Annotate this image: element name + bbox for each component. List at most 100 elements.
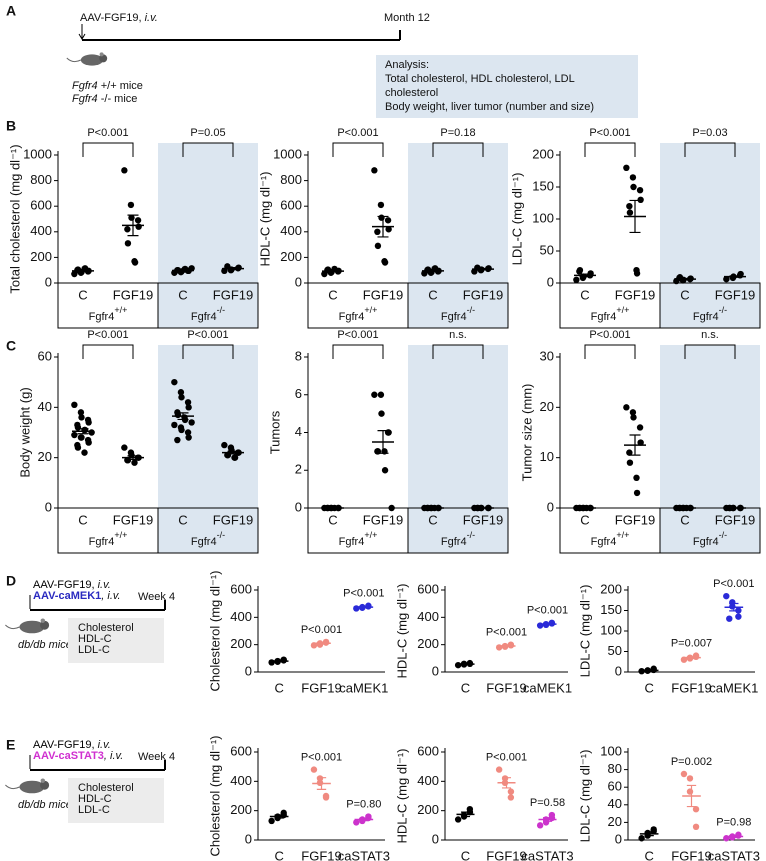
data-point — [630, 414, 637, 421]
genotype-label: Fgfr4-/- — [693, 305, 727, 323]
data-point — [723, 275, 730, 283]
y-tick-label: 20 — [38, 449, 52, 464]
mouse-tail — [5, 624, 20, 630]
bracket — [182, 142, 234, 157]
x-tick-label: C — [680, 287, 689, 302]
y-tick-label: 600 — [417, 581, 439, 596]
analysis-line: HDL-C — [78, 633, 112, 645]
data-point — [124, 456, 132, 464]
y-label: HDL-C (mg dl⁻¹) — [394, 749, 409, 844]
y-label: Cholesterol (mg dl⁻¹) — [207, 735, 222, 856]
data-point — [495, 766, 503, 773]
endpoint: Month 12 — [384, 12, 430, 24]
x-tick-label: C — [580, 287, 589, 302]
data-point — [507, 788, 515, 795]
error-bar — [729, 835, 739, 838]
genotype-sup: -/- — [467, 305, 476, 315]
data-point — [231, 454, 239, 461]
error-bar — [177, 412, 189, 421]
data-point — [71, 401, 78, 409]
data-point — [495, 644, 503, 651]
bracket — [82, 142, 134, 157]
bracket — [584, 142, 636, 157]
data-point — [188, 419, 195, 426]
error-bar — [127, 455, 139, 461]
x-tick-label: FGF19 — [671, 680, 711, 695]
y-tick-label: 50 — [540, 242, 554, 257]
mouse-tail — [66, 57, 82, 63]
analysis-box — [68, 778, 164, 823]
data-point — [185, 434, 192, 441]
data-point — [629, 174, 637, 181]
y-tick-label: 0 — [295, 274, 302, 289]
p-value: P<0.001 — [337, 127, 378, 139]
y-tick-label: 200 — [30, 249, 52, 264]
x-tick-label: C — [178, 512, 187, 527]
genotype-label: Fgfr4+/+ — [591, 305, 630, 323]
data-point — [77, 409, 85, 416]
data-point — [623, 164, 630, 171]
genotype-sup: -/- — [217, 530, 226, 540]
analysis-line: Body weight, liver tumor (number and siz… — [385, 101, 594, 113]
y-tick-label: 20 — [540, 399, 554, 414]
data-point — [121, 444, 128, 451]
data-point — [686, 788, 694, 795]
mouse-head — [40, 780, 50, 790]
data-point — [454, 661, 462, 669]
x-tick-label: FGF19 — [463, 287, 503, 302]
y-tick-label: 0 — [245, 663, 252, 678]
error-bar — [729, 602, 739, 612]
error-bar — [227, 450, 239, 455]
x-tick-label: FGF19 — [486, 848, 526, 861]
bracket — [332, 142, 384, 157]
y-label: Tumor size (mm) — [519, 384, 534, 482]
x-tick-label: C — [328, 512, 337, 527]
panel-label: C — [6, 338, 16, 354]
p-value: n.s. — [449, 329, 467, 341]
x-tick-label: caMEK1 — [709, 680, 758, 695]
data-point — [184, 429, 192, 436]
error-bar — [316, 642, 327, 645]
y-tick-label: 0 — [432, 831, 439, 846]
gene: Fgfr4 — [72, 93, 98, 105]
y-tick-label: 50 — [608, 643, 622, 658]
error-bar — [460, 811, 471, 818]
mouse-body — [80, 54, 104, 66]
y-tick-label: 200 — [280, 249, 302, 264]
error-bar — [377, 215, 389, 238]
vector: AAV-caSTAT3 — [33, 750, 104, 762]
gene: Fgfr4 — [89, 311, 115, 323]
y-tick-label: 200 — [417, 636, 439, 651]
x-tick-label: FGF19 — [615, 512, 655, 527]
gene: Fgfr4 — [89, 536, 115, 548]
endpoint: Week 4 — [138, 591, 175, 603]
error-bar — [460, 663, 471, 666]
y-tick-label: 600 — [230, 581, 252, 596]
data-point — [374, 242, 382, 250]
error-bar — [501, 644, 512, 648]
mouse-genotype: Fgfr4 -/- mice — [72, 93, 137, 105]
y-tick-label: 100 — [600, 622, 622, 637]
p-value: P<0.001 — [589, 329, 630, 341]
y-tick-label: 0 — [615, 663, 622, 678]
p-value: P<0.001 — [187, 329, 228, 341]
gene: Fgfr4 — [693, 536, 719, 548]
x-tick-label: C — [461, 848, 470, 861]
bracket — [182, 344, 234, 359]
data-point — [371, 167, 378, 174]
p-value: P=0.002 — [671, 756, 712, 768]
y-tick-label: 40 — [608, 796, 622, 811]
data-point — [626, 459, 634, 466]
data-point — [636, 424, 644, 431]
data-point — [377, 391, 385, 398]
genotype: +/+ mice — [98, 80, 143, 92]
y-tick-label: 800 — [280, 172, 302, 187]
x-tick-label: C — [644, 680, 653, 695]
error-bar — [686, 784, 697, 808]
analysis-box — [68, 618, 164, 663]
data-point — [385, 226, 392, 233]
gene: Fgfr4 — [191, 311, 217, 323]
y-tick-label: 200 — [230, 802, 252, 817]
shade — [660, 345, 760, 553]
bracket — [432, 142, 484, 157]
